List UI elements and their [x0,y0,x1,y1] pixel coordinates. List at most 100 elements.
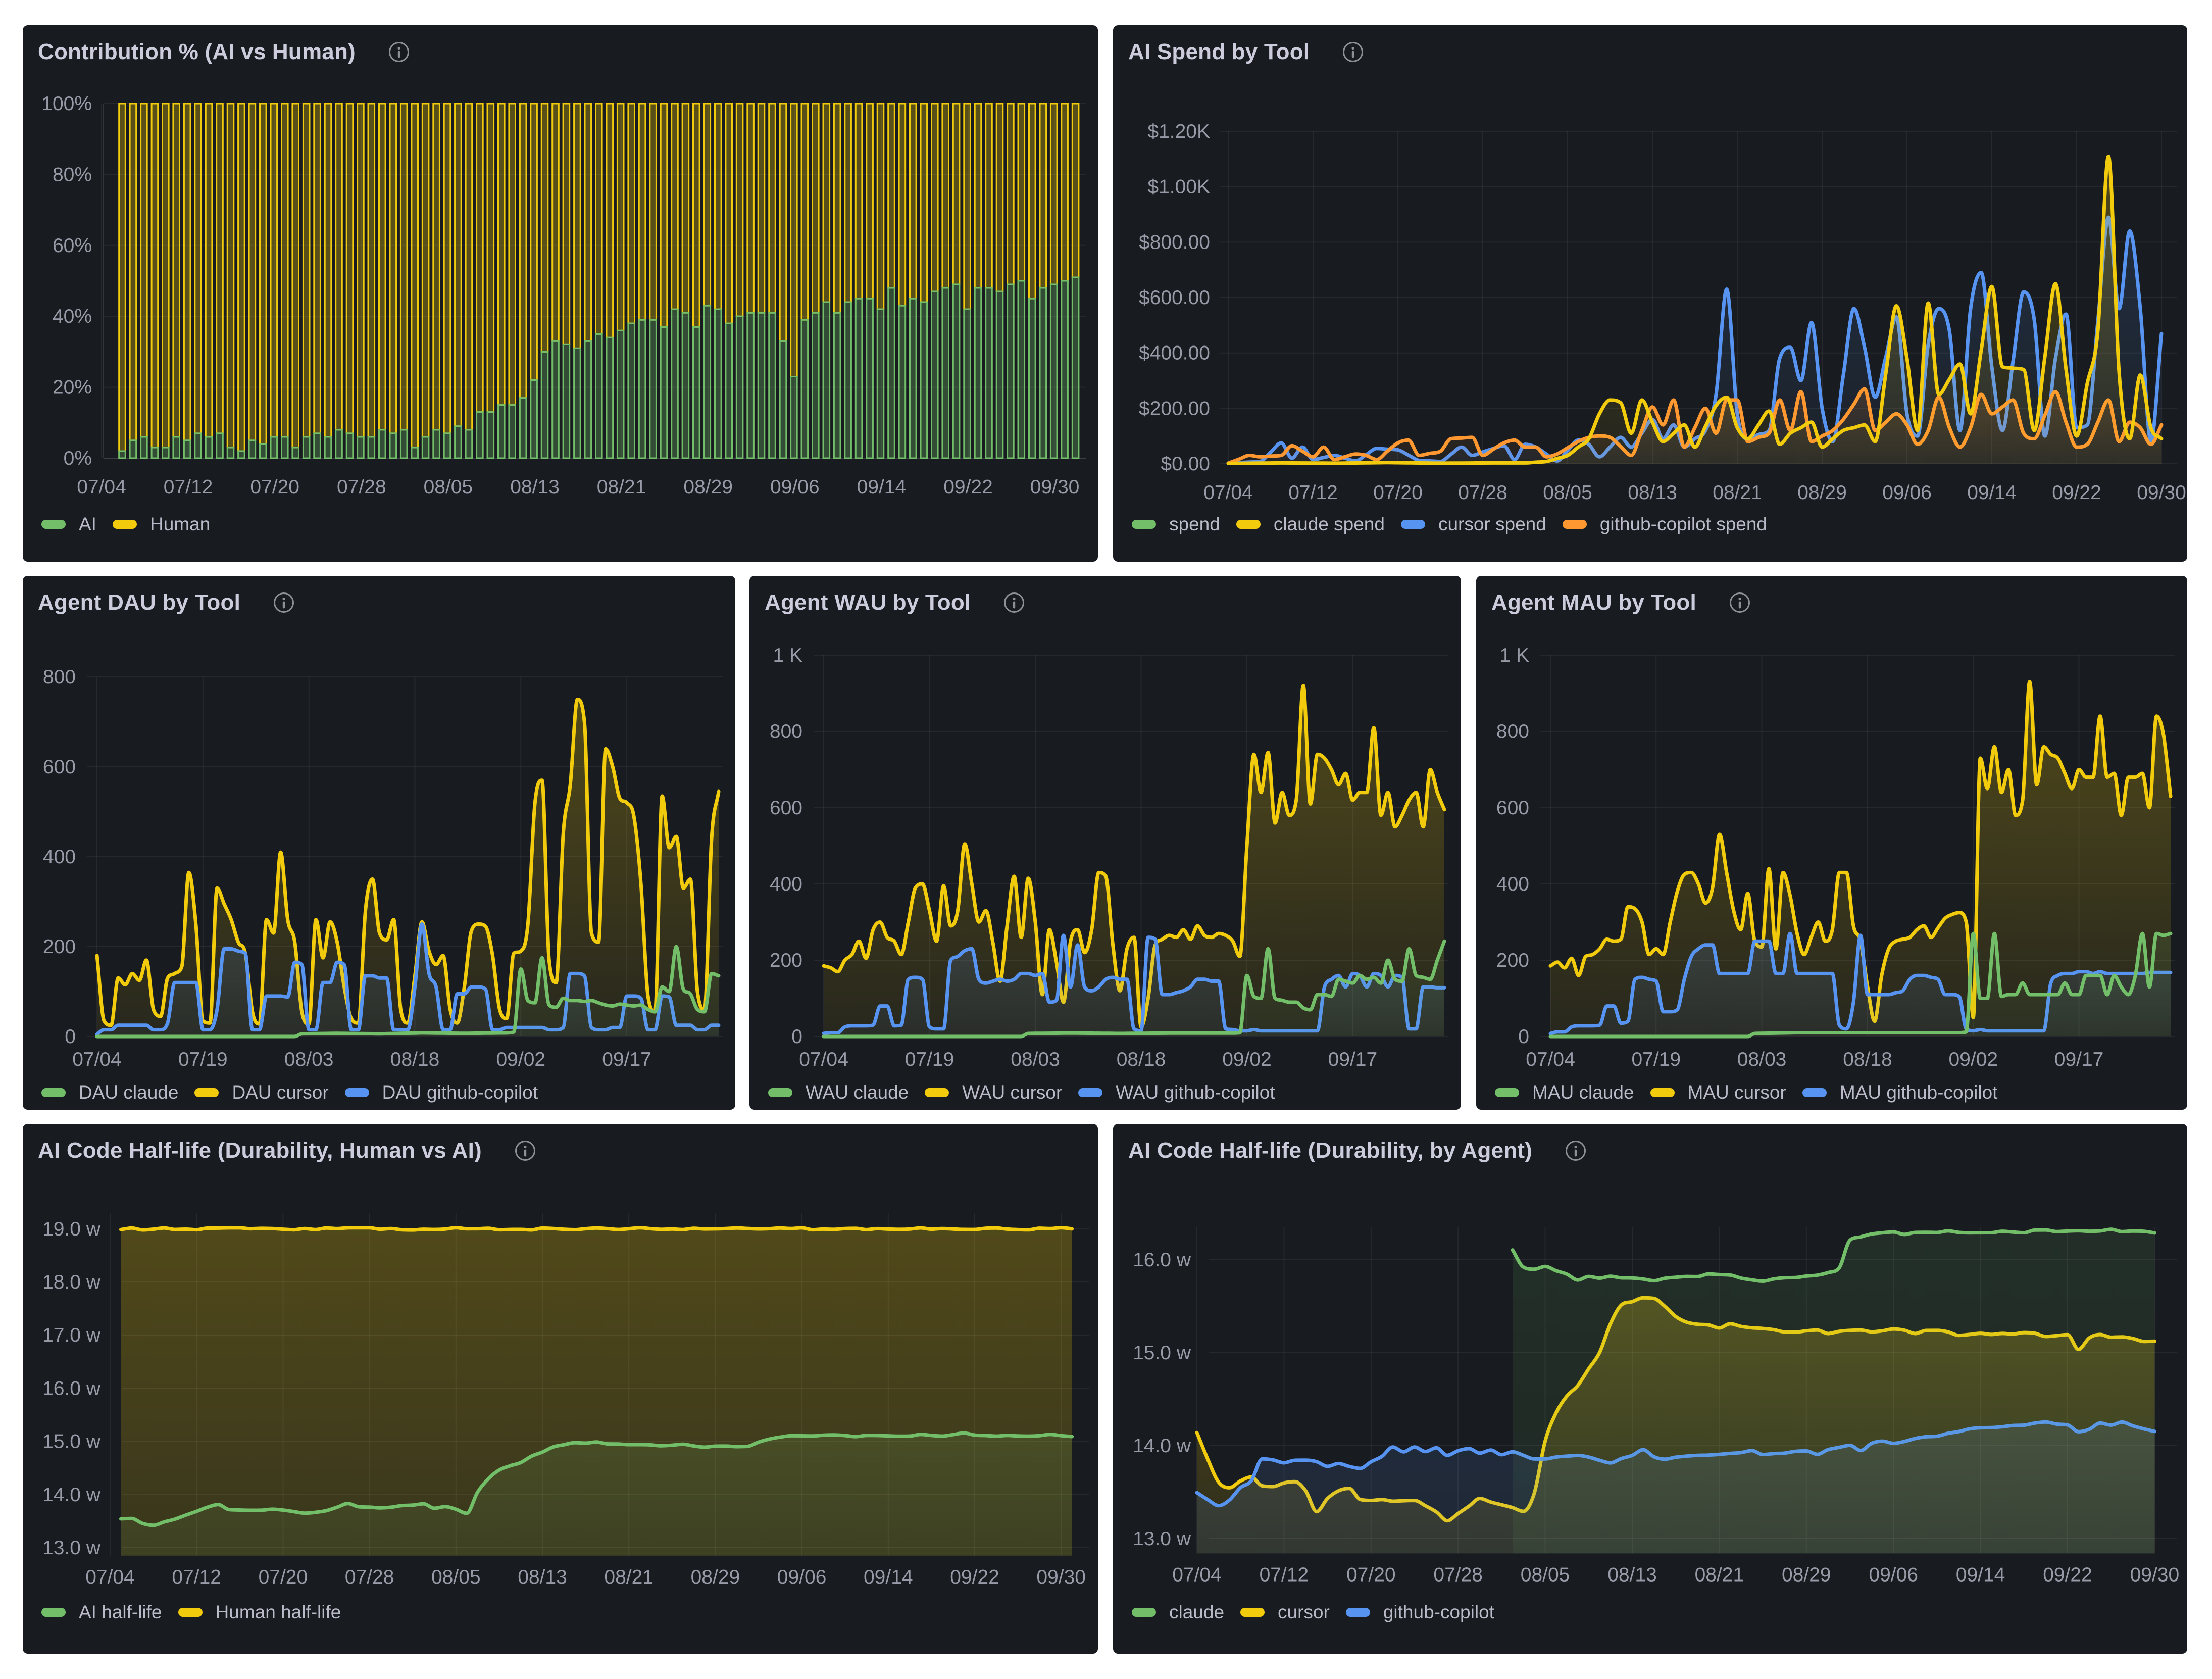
svg-text:09/17: 09/17 [2054,1049,2104,1070]
svg-text:07/19: 07/19 [178,1049,228,1070]
svg-text:15.0 w: 15.0 w [42,1431,101,1453]
svg-text:40%: 40% [53,306,92,327]
svg-text:08/21: 08/21 [1695,1564,1744,1586]
svg-text:09/02: 09/02 [496,1049,545,1070]
svg-text:$0.00: $0.00 [1161,453,1210,475]
svg-text:$200.00: $200.00 [1139,398,1210,419]
svg-text:07/28: 07/28 [1458,482,1507,504]
svg-text:08/29: 08/29 [1797,482,1847,504]
svg-text:08/03: 08/03 [1011,1049,1060,1070]
svg-text:600: 600 [1496,797,1529,819]
svg-text:09/02: 09/02 [1222,1049,1272,1070]
svg-text:09/06: 09/06 [1869,1564,1918,1586]
svg-text:09/22: 09/22 [2052,482,2101,504]
svg-text:14.0 w: 14.0 w [1133,1435,1191,1457]
svg-text:07/19: 07/19 [905,1049,954,1070]
svg-text:400: 400 [770,873,802,895]
svg-text:07/19: 07/19 [1631,1049,1681,1070]
svg-text:13.0 w: 13.0 w [1133,1528,1191,1550]
svg-text:08/13: 08/13 [510,476,560,498]
svg-text:09/14: 09/14 [864,1566,913,1588]
svg-text:09/30: 09/30 [2130,1564,2180,1586]
svg-text:07/12: 07/12 [1288,482,1338,504]
svg-text:07/04: 07/04 [1172,1564,1222,1586]
svg-text:16.0 w: 16.0 w [42,1377,101,1399]
svg-text:09/30: 09/30 [1036,1566,1086,1588]
svg-text:07/04: 07/04 [1526,1049,1575,1070]
svg-text:09/14: 09/14 [1967,482,2017,504]
svg-text:08/13: 08/13 [518,1566,567,1588]
svg-text:08/05: 08/05 [424,476,473,498]
svg-text:08/29: 08/29 [1782,1564,1831,1586]
svg-text:600: 600 [770,797,802,819]
svg-text:09/06: 09/06 [777,1566,827,1588]
svg-text:14.0 w: 14.0 w [42,1484,101,1506]
svg-text:16.0 w: 16.0 w [1133,1249,1191,1271]
svg-text:200: 200 [770,950,802,971]
svg-text:08/18: 08/18 [390,1049,440,1070]
svg-text:07/04: 07/04 [85,1566,135,1588]
svg-text:17.0 w: 17.0 w [42,1324,101,1346]
svg-text:09/22: 09/22 [943,476,993,498]
svg-text:07/04: 07/04 [1203,482,1253,504]
svg-text:800: 800 [770,721,802,743]
svg-text:07/28: 07/28 [1433,1564,1483,1586]
svg-text:07/12: 07/12 [172,1566,221,1588]
svg-text:08/05: 08/05 [1543,482,1592,504]
svg-text:08/13: 08/13 [1607,1564,1657,1586]
svg-text:07/04: 07/04 [77,476,126,498]
svg-text:600: 600 [43,756,76,778]
svg-text:0: 0 [791,1026,802,1048]
svg-text:07/20: 07/20 [1346,1564,1396,1586]
svg-text:09/14: 09/14 [1956,1564,2005,1586]
svg-text:800: 800 [43,666,76,688]
svg-text:15.0 w: 15.0 w [1133,1342,1191,1364]
svg-text:$1.00K: $1.00K [1147,176,1210,198]
svg-text:08/21: 08/21 [604,1566,653,1588]
svg-text:09/17: 09/17 [602,1049,651,1070]
svg-text:09/02: 09/02 [1948,1049,1998,1070]
svg-text:08/18: 08/18 [1843,1049,1892,1070]
svg-text:09/14: 09/14 [857,476,907,498]
svg-text:13.0 w: 13.0 w [42,1537,101,1559]
svg-text:60%: 60% [53,235,92,257]
svg-text:18.0 w: 18.0 w [42,1271,101,1293]
svg-text:20%: 20% [53,377,92,399]
svg-text:200: 200 [43,936,76,958]
svg-text:08/18: 08/18 [1117,1049,1166,1070]
svg-text:400: 400 [1496,873,1529,895]
svg-text:09/17: 09/17 [1328,1049,1378,1070]
svg-text:$1.20K: $1.20K [1147,121,1210,142]
svg-text:09/22: 09/22 [950,1566,999,1588]
svg-text:07/28: 07/28 [345,1566,394,1588]
svg-text:19.0 w: 19.0 w [42,1218,101,1240]
svg-text:07/12: 07/12 [1260,1564,1309,1586]
svg-text:200: 200 [1496,950,1529,971]
svg-text:07/20: 07/20 [1373,482,1423,504]
svg-text:08/13: 08/13 [1628,482,1677,504]
svg-text:08/29: 08/29 [683,476,733,498]
svg-text:08/05: 08/05 [1521,1564,1570,1586]
svg-text:100%: 100% [41,93,92,115]
svg-text:08/29: 08/29 [691,1566,740,1588]
svg-text:08/21: 08/21 [1713,482,1762,504]
svg-text:07/28: 07/28 [337,476,386,498]
svg-text:08/05: 08/05 [431,1566,481,1588]
svg-text:09/30: 09/30 [2137,482,2186,504]
svg-text:1 K: 1 K [773,645,802,666]
svg-text:08/03: 08/03 [1737,1049,1787,1070]
svg-text:0%: 0% [64,448,92,469]
svg-text:400: 400 [43,846,76,868]
svg-text:08/03: 08/03 [284,1049,334,1070]
svg-text:09/22: 09/22 [2043,1564,2092,1586]
svg-text:08/21: 08/21 [597,476,646,498]
svg-text:09/06: 09/06 [1882,482,1932,504]
svg-text:07/20: 07/20 [259,1566,308,1588]
svg-text:$400.00: $400.00 [1139,342,1210,364]
svg-text:$800.00: $800.00 [1139,231,1210,253]
svg-text:09/30: 09/30 [1030,476,1080,498]
svg-text:0: 0 [65,1026,76,1048]
svg-text:1 K: 1 K [1499,645,1529,666]
svg-text:07/12: 07/12 [164,476,213,498]
svg-text:800: 800 [1496,721,1529,743]
